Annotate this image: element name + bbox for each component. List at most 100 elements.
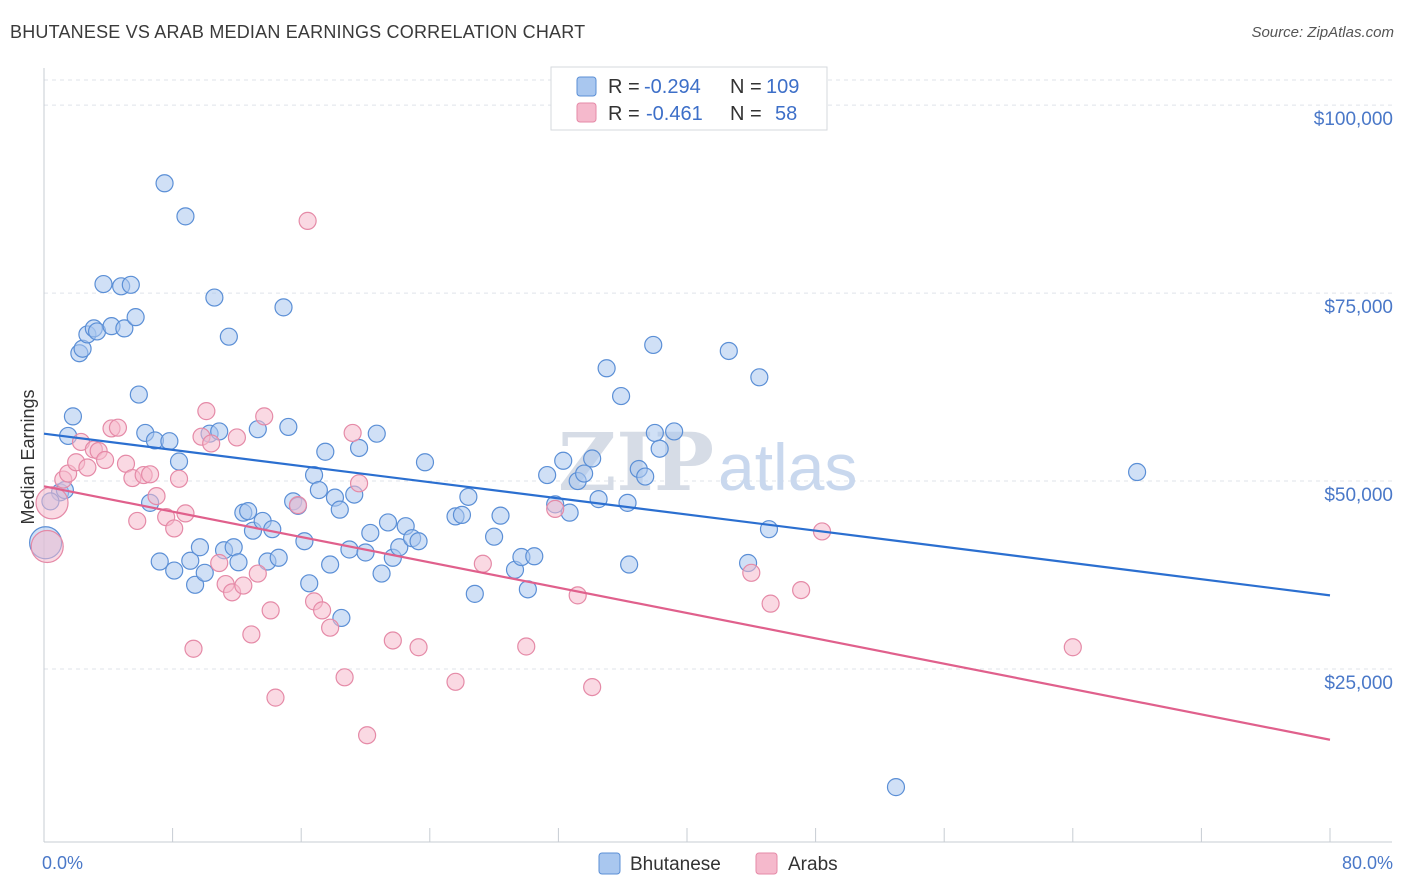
arabs-point [298,211,317,230]
arabs-point [202,434,221,453]
bottom-legend-swatch-bhutanese [598,852,621,875]
bhutanese-point [340,540,359,559]
arabs-point [409,638,428,657]
bhutanese-point [378,513,398,532]
arabs-point [383,631,402,650]
bottom-legend-bhutanese: Bhutanese [630,854,721,875]
arabs-point [255,407,274,426]
arabs-point [343,423,362,443]
arabs-point [335,668,354,687]
bhutanese-point [361,523,380,543]
bhutanese-point [583,449,602,468]
arabs-point [95,450,115,470]
y-tick-labels: $25,000 $50,000 $75,000 $100,000 [1314,109,1393,694]
arabs-point [197,402,216,421]
bhutanese-point [554,451,573,470]
legend-r-label: R = [608,76,640,98]
arabs-point [227,428,246,447]
bhutanese-point [330,500,349,519]
bhutanese-point [224,538,243,557]
bhutanese-point [452,505,472,524]
bhutanese-point [181,551,200,570]
bottom-legend-arabs: Arabs [788,854,838,875]
y-tick-label: $50,000 [1324,485,1393,506]
legend-n-label: N = [730,103,762,125]
arabs-point [242,625,261,644]
bhutanese-point [650,439,669,458]
bhutanese-point [459,487,478,506]
bhutanese-point [150,552,169,571]
bhutanese-point [575,464,594,483]
bhutanese-point [186,575,205,594]
arabs-point [446,672,465,691]
bhutanese-point [1127,462,1147,482]
arabs-point [108,418,128,437]
y-tick-label: $100,000 [1314,109,1393,130]
bhutanese-trend-line [43,432,1331,597]
bhutanese-point [409,532,428,551]
bhutanese-point [597,359,616,378]
arabs-point [517,637,536,656]
bhutanese-point [155,174,174,193]
y-tick-label: $25,000 [1324,673,1393,694]
arabs-point [184,639,203,658]
bhutanese-point [349,438,369,458]
x-tick-label: 0.0% [42,853,83,873]
bhutanese-point [491,506,510,525]
legend-r-value: -0.461 [646,103,703,125]
x-tick-labels: 0.0% 80.0% [42,853,1393,873]
bhutanese-point [309,480,328,500]
bhutanese-point [160,432,179,451]
arabs-point [128,511,147,531]
bhutanese-point [321,555,340,574]
arabs-point [140,465,160,484]
arabs-point [1063,638,1082,657]
arabs-point [761,594,780,613]
bhutanese-point [316,442,335,461]
y-axis-label: Median Earnings [18,389,38,524]
arabs-point [210,553,229,573]
arabs-point [473,554,492,573]
arabs-point [288,496,308,515]
bhutanese-point [190,538,210,557]
arabs-point [312,601,332,620]
source-credit: Source: ZipAtlas.com [1251,24,1394,41]
bhutanese-point [665,422,684,441]
bhutanese-point [239,502,258,521]
arabs-point [35,486,69,520]
bhutanese-point [295,532,314,551]
bhutanese-point [94,274,113,294]
trend-lines [43,432,1331,741]
bhutanese-point [115,319,134,338]
bhutanese-point [415,453,435,472]
legend-r-label: R = [608,103,640,125]
bhutanese-point [611,386,631,406]
axes [43,68,1392,843]
legend-n-label: N = [730,76,762,98]
watermark-atlas: atlas [718,430,857,504]
bhutanese-point [367,424,386,443]
bhutanese-point [63,407,83,426]
bhutanese-point [645,423,664,443]
bhutanese-point [121,275,140,294]
chart-title: BHUTANESE VS ARAB MEDIAN EARNINGS CORREL… [10,22,586,42]
arabs-point [78,458,97,477]
arabs-point [742,563,761,582]
arabs-point [321,618,340,637]
arabs-point [165,519,184,538]
bhutanese-point [274,298,293,317]
legend-bottom: Bhutanese Arabs [598,852,838,875]
bhutanese-point [644,335,663,355]
bhutanese-point [205,288,224,307]
arabs-point [358,726,377,745]
legend-swatch-arabs [576,102,597,123]
arabs-point [248,564,267,583]
arabs-point [583,677,602,697]
bhutanese-point [229,553,248,572]
bhutanese-point [620,555,639,574]
bhutanese-point [372,564,391,583]
legend-r-value: -0.294 [644,76,701,98]
arabs-point [266,688,285,707]
bhutanese-point [636,467,655,486]
bottom-legend-swatch-arabs [755,852,778,875]
